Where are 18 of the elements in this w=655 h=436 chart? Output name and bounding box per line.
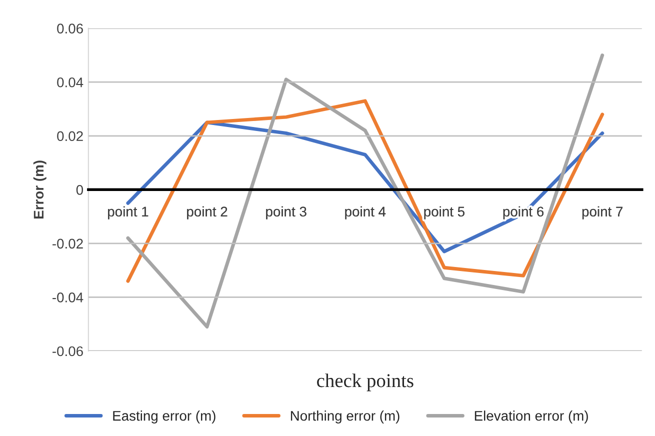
x-tick-label: point 5 bbox=[424, 206, 464, 220]
y-tick-label: 0 bbox=[76, 184, 84, 195]
y-tick-label: -0.06 bbox=[52, 346, 83, 356]
y-tick-label: 0.04 bbox=[57, 77, 84, 88]
x-tick-label: point 4 bbox=[345, 206, 386, 220]
x-tick-label: point 7 bbox=[582, 206, 623, 220]
x-axis-title: check points bbox=[317, 374, 414, 392]
y-tick-label: -0.04 bbox=[52, 292, 84, 302]
x-tick-label: point 3 bbox=[266, 206, 306, 220]
x-tick-label: point 1 bbox=[108, 206, 148, 220]
y-tick-label: 0.06 bbox=[57, 24, 83, 34]
legend-label: Easting error (m) bbox=[113, 410, 216, 424]
y-axis-title: Error (m) bbox=[33, 160, 46, 218]
legend-label: Elevation error (m) bbox=[474, 410, 588, 424]
y-tick-label: 0.02 bbox=[57, 131, 83, 142]
x-tick-label: point 2 bbox=[187, 206, 228, 220]
legend-label: Northing error (m) bbox=[290, 410, 400, 424]
y-tick-label: -0.02 bbox=[52, 238, 83, 249]
